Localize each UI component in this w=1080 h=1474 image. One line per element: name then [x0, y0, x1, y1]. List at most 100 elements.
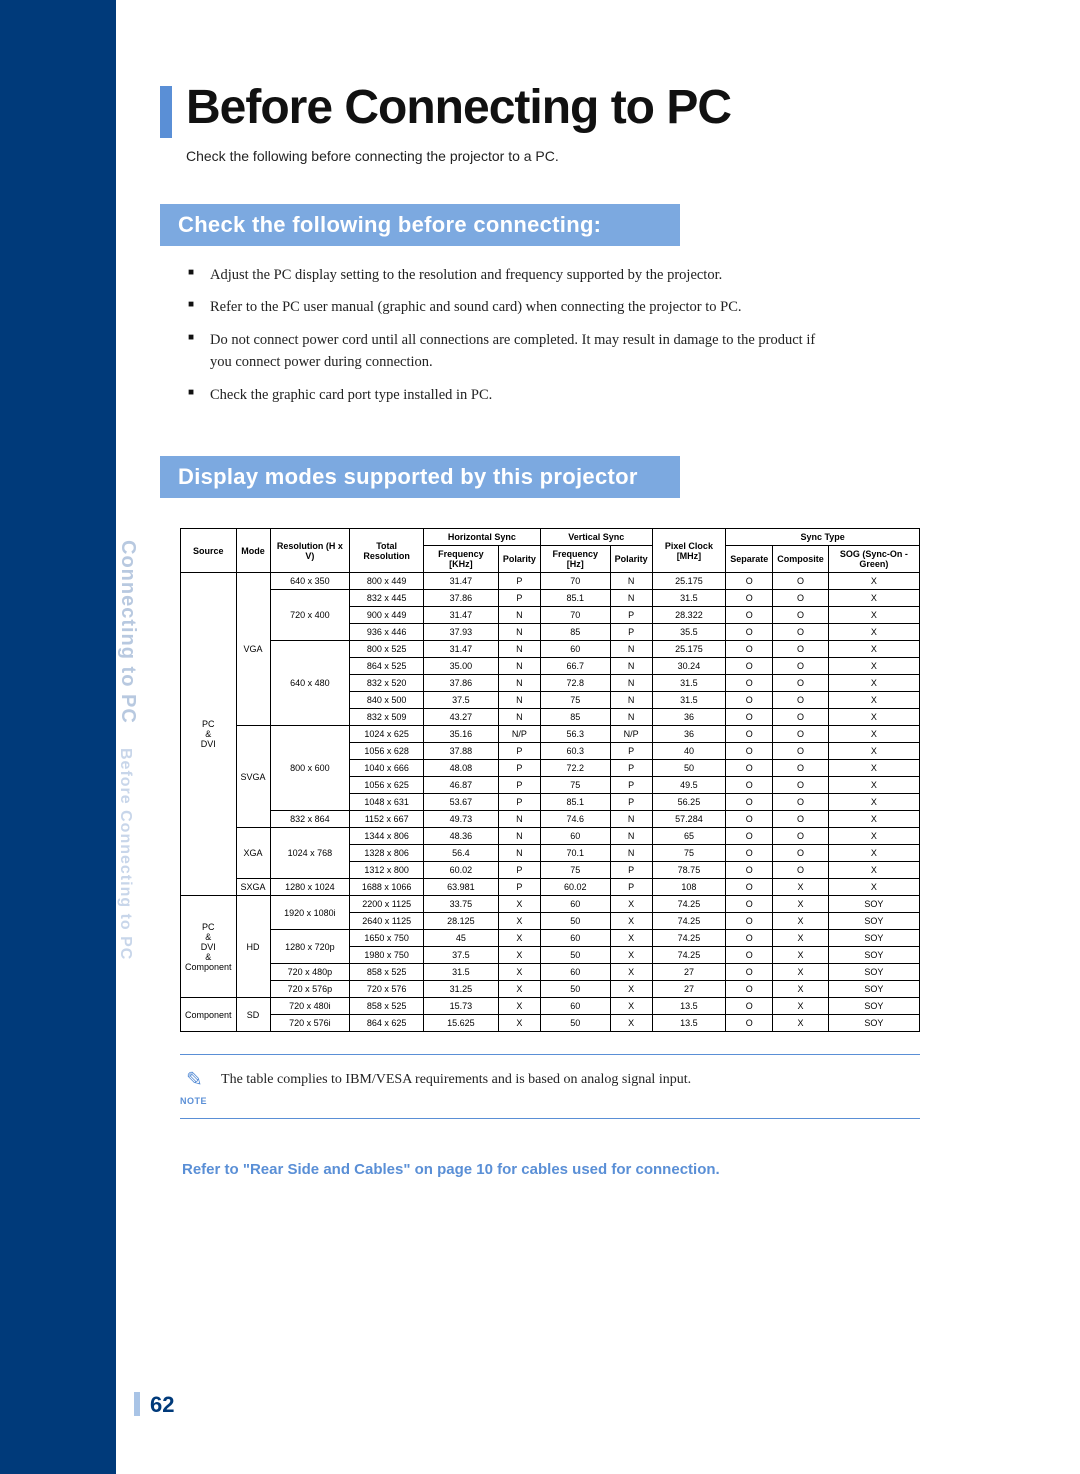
th-pixel-clock: Pixel Clock [MHz]: [652, 529, 726, 573]
table-cell: O: [726, 624, 773, 641]
table-row: 720 x 576p720 x 57631.25X50X27OXSOY: [181, 981, 920, 998]
table-cell: O: [726, 862, 773, 879]
table-cell: X: [773, 930, 829, 947]
table-cell: 720 x 480i: [270, 998, 350, 1015]
table-row: XGA1024 x 7681344 x 80648.36N60N65OOX: [181, 828, 920, 845]
table-cell: O: [773, 573, 829, 590]
table-cell: O: [773, 590, 829, 607]
th-hsync: Horizontal Sync: [424, 529, 541, 546]
note-icon: ✎: [186, 1069, 203, 1091]
table-cell: 45: [424, 930, 499, 947]
note-label: NOTE: [180, 1096, 207, 1106]
table-cell: 48.36: [424, 828, 499, 845]
table-cell: O: [726, 641, 773, 658]
table-cell: X: [828, 828, 919, 845]
table-cell: 85: [540, 709, 610, 726]
table-cell: 85.1: [540, 794, 610, 811]
table-cell: SOY: [828, 964, 919, 981]
table-cell: X: [610, 947, 652, 964]
table-cell: 31.5: [652, 675, 726, 692]
table-cell: X: [828, 862, 919, 879]
bullet-item: Adjust the PC display setting to the res…: [188, 264, 828, 286]
table-cell: O: [773, 675, 829, 692]
table-cell: PC&DVI: [181, 573, 237, 896]
table-cell: 1024 x 625: [350, 726, 424, 743]
table-cell: 75: [540, 862, 610, 879]
refer-text: Refer to "Rear Side and Cables" on page …: [182, 1161, 882, 1178]
table-cell: 33.75: [424, 896, 499, 913]
table-cell: 936 x 446: [350, 624, 424, 641]
table-cell: 72.8: [540, 675, 610, 692]
table-cell: 1328 x 806: [350, 845, 424, 862]
page-number: 62: [150, 1392, 174, 1418]
table-cell: N: [610, 573, 652, 590]
table-cell: 832 x 445: [350, 590, 424, 607]
table-row: 720 x 576i864 x 62515.625X50X13.5OXSOY: [181, 1015, 920, 1032]
table-cell: 1152 x 667: [350, 811, 424, 828]
table-cell: 35.00: [424, 658, 499, 675]
table-cell: X: [610, 998, 652, 1015]
table-cell: 35.16: [424, 726, 499, 743]
table-cell: X: [828, 641, 919, 658]
table-cell: X: [498, 998, 540, 1015]
table-cell: 70: [540, 607, 610, 624]
table-cell: X: [498, 964, 540, 981]
table-cell: O: [773, 726, 829, 743]
table-cell: 31.47: [424, 573, 499, 590]
table-cell: X: [828, 760, 919, 777]
table-cell: O: [726, 896, 773, 913]
section-header-1: Check the following before connecting:: [160, 204, 680, 246]
table-cell: SOY: [828, 1015, 919, 1032]
table-cell: 720 x 400: [270, 590, 350, 641]
note-block: ✎ NOTE The table complies to IBM/VESA re…: [180, 1054, 920, 1119]
table-cell: 1024 x 768: [270, 828, 350, 879]
table-cell: O: [773, 641, 829, 658]
table-row: SVGA800 x 6001024 x 62535.16N/P56.3N/P36…: [181, 726, 920, 743]
th-hfreq: Frequency [KHz]: [424, 546, 499, 573]
table-cell: 75: [540, 692, 610, 709]
table-cell: 37.88: [424, 743, 499, 760]
table-cell: P: [610, 862, 652, 879]
table-cell: O: [773, 658, 829, 675]
table-cell: 15.73: [424, 998, 499, 1015]
table-cell: X: [610, 913, 652, 930]
table-cell: P: [498, 879, 540, 896]
title-block: Before Connecting to PC: [160, 80, 960, 138]
table-cell: 30.24: [652, 658, 726, 675]
table-row: SXGA1280 x 10241688 x 106663.981P60.02P1…: [181, 879, 920, 896]
table-cell: N: [498, 811, 540, 828]
table-cell: X: [610, 964, 652, 981]
table-cell: O: [726, 845, 773, 862]
table-cell: X: [773, 947, 829, 964]
table-cell: P: [610, 624, 652, 641]
table-cell: X: [828, 777, 919, 794]
table-cell: O: [726, 692, 773, 709]
table-row: ComponentSD720 x 480i858 x 52515.73X60X1…: [181, 998, 920, 1015]
bullet-item: Refer to the PC user manual (graphic and…: [188, 296, 828, 318]
table-cell: X: [498, 1015, 540, 1032]
table-cell: 31.5: [652, 590, 726, 607]
table-cell: O: [726, 981, 773, 998]
th-source: Source: [181, 529, 237, 573]
table-cell: O: [726, 743, 773, 760]
table-cell: X: [773, 913, 829, 930]
table-cell: P: [498, 777, 540, 794]
table-cell: VGA: [236, 573, 270, 726]
table-cell: P: [498, 862, 540, 879]
table-cell: SOY: [828, 913, 919, 930]
table-cell: 37.5: [424, 692, 499, 709]
table-cell: P: [610, 743, 652, 760]
table-cell: X: [498, 930, 540, 947]
table-cell: 864 x 525: [350, 658, 424, 675]
table-cell: X: [828, 811, 919, 828]
table-cell: SOY: [828, 896, 919, 913]
table-cell: X: [828, 726, 919, 743]
table-cell: O: [726, 930, 773, 947]
table-cell: SOY: [828, 947, 919, 964]
table-cell: 1312 x 800: [350, 862, 424, 879]
table-cell: N: [498, 675, 540, 692]
table-cell: Component: [181, 998, 237, 1032]
modes-table-wrap: Source Mode Resolution (H x V) Total Res…: [180, 528, 960, 1032]
table-cell: 31.5: [652, 692, 726, 709]
table-cell: X: [828, 692, 919, 709]
